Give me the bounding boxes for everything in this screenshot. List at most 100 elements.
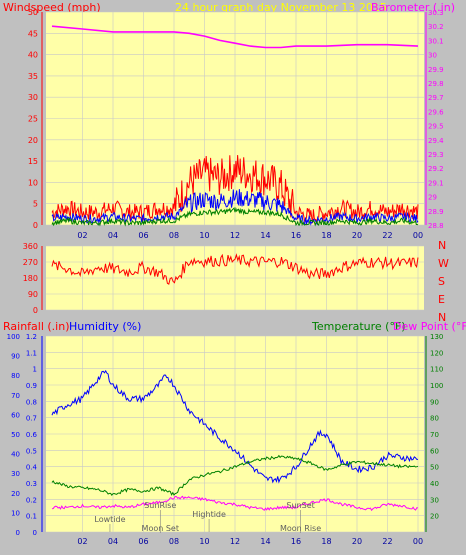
wind-axis-tick: 30 <box>28 93 38 102</box>
compass-label: N <box>438 239 446 252</box>
temp-x-tick: 08 <box>169 537 179 546</box>
wind-x-tick: 00 <box>413 231 423 240</box>
wind-x-tick: 22 <box>382 231 392 240</box>
temperature-series <box>51 454 419 497</box>
wind-axis-tick: 50 <box>28 8 38 17</box>
humidity-title: Humidity (%) <box>69 320 141 333</box>
barometer-series <box>51 25 419 49</box>
barometer-axis-tick: 29.8 <box>428 80 444 88</box>
temp-x-tick: 04 <box>108 537 118 546</box>
temp-x-tick: 12 <box>230 537 240 546</box>
wind-x-tick: 12 <box>230 231 240 240</box>
wind-x-tick: 02 <box>77 231 87 240</box>
wind-direction-series <box>51 253 419 285</box>
wind-gust-series <box>51 155 419 224</box>
humidity-axis-tick: 40 <box>11 451 20 459</box>
temperature-axis-tick: 130 <box>430 333 443 341</box>
direction-axis-tick: 0 <box>33 306 38 315</box>
barometer-axis-tick: 29.2 <box>428 165 444 173</box>
rain-axis-tick: 0.6 <box>26 431 38 439</box>
wind-x-tick: 16 <box>291 231 301 240</box>
event-label: SunRise <box>144 501 176 510</box>
humidity-series <box>51 369 418 484</box>
rainfall-title: Rainfall (.in) <box>3 320 70 333</box>
wind-axis-tick: 35 <box>28 72 38 81</box>
rain-axis-tick: 0.4 <box>26 464 38 472</box>
dewpoint-title: Dew Point (°F) <box>393 320 466 333</box>
humidity-axis-tick: 20 <box>11 490 20 498</box>
rain-axis-tick: 0.8 <box>26 398 37 406</box>
barometer-axis-tick: 29 <box>428 194 437 202</box>
wind-x-tick: 20 <box>352 231 362 240</box>
temperature-axis-tick: 50 <box>430 464 439 472</box>
wind-x-tick: 08 <box>169 231 179 240</box>
humidity-axis-tick: 70 <box>11 392 20 400</box>
rain-axis-tick: 1.2 <box>26 333 37 341</box>
event-label: Hightide <box>192 510 226 519</box>
temp-x-tick: 06 <box>138 537 148 546</box>
compass-label: N <box>438 311 446 324</box>
wind-x-tick: 14 <box>260 231 270 240</box>
wind-axis-tick: 10 <box>28 178 38 187</box>
temperature-axis-tick: 80 <box>430 415 439 423</box>
rain-axis-tick: 0 <box>33 529 37 537</box>
rain-axis-tick: 1.1 <box>26 349 37 357</box>
compass-label: W <box>438 257 449 270</box>
direction-axis-tick: 360 <box>23 242 38 251</box>
wind-x-tick: 18 <box>321 231 331 240</box>
barometer-axis-tick: 29.7 <box>428 94 444 102</box>
temperature-axis-tick: 30 <box>430 496 439 504</box>
barometer-axis-tick: 30.2 <box>428 23 444 31</box>
temperature-axis-tick: 120 <box>430 349 443 357</box>
barometer-title: Barometer (.in) <box>371 1 455 14</box>
dewpoint-series <box>51 495 419 512</box>
humidity-axis-tick: 50 <box>11 431 20 439</box>
temperature-axis-tick: 90 <box>430 398 439 406</box>
wind-axis-tick: 25 <box>28 115 38 124</box>
temp-x-tick: 22 <box>382 537 392 546</box>
wind-axis-tick: 20 <box>28 136 38 145</box>
temperature-title: Temperature (°F) <box>311 320 406 333</box>
wind-x-tick: 04 <box>108 231 118 240</box>
temperature-axis-tick: 40 <box>430 480 439 488</box>
event-label: Lowtide <box>94 515 125 524</box>
barometer-axis-tick: 30.3 <box>428 9 444 17</box>
barometer-axis-tick: 29.9 <box>428 66 444 74</box>
humidity-axis-tick: 100 <box>7 333 20 341</box>
wind-axis-tick: 45 <box>28 29 38 38</box>
event-label: Moon Set <box>142 524 179 533</box>
barometer-axis-tick: 29.5 <box>428 123 444 131</box>
barometer-axis-tick: 29.3 <box>428 151 444 159</box>
barometer-axis-tick: 28.9 <box>428 208 444 216</box>
rain-axis-tick: 0.3 <box>26 480 37 488</box>
event-label: Moon Rise <box>280 524 321 533</box>
wind-axis-tick: 0 <box>33 221 38 230</box>
direction-axis-tick: 270 <box>23 258 38 267</box>
wind-x-tick: 06 <box>138 231 148 240</box>
wind-axis-tick: 15 <box>28 157 38 166</box>
temp-x-tick: 02 <box>77 537 87 546</box>
barometer-axis-tick: 30.1 <box>428 37 444 45</box>
barometer-axis-tick: 29.1 <box>428 179 444 187</box>
temperature-axis-tick: 70 <box>430 431 439 439</box>
humidity-axis-tick: 0 <box>16 529 20 537</box>
wind-axis-tick: 40 <box>28 51 38 60</box>
humidity-axis-tick: 90 <box>11 353 20 361</box>
temperature-axis-tick: 110 <box>430 366 443 374</box>
temp-x-tick: 10 <box>199 537 209 546</box>
rain-axis-tick: 0.9 <box>26 382 37 390</box>
graph-date-title: 24 hour graph day November 13 2015 <box>175 1 387 14</box>
temp-x-tick: 14 <box>260 537 270 546</box>
rain-axis-tick: 1 <box>33 366 37 374</box>
wind-average-series <box>51 206 419 227</box>
temp-x-tick: 16 <box>291 537 301 546</box>
wind-x-tick: 10 <box>199 231 209 240</box>
compass-label: E <box>438 293 445 306</box>
barometer-axis-tick: 30 <box>428 52 437 60</box>
event-label: SunSet <box>286 501 314 510</box>
temperature-axis-tick: 60 <box>430 447 439 455</box>
humidity-axis-tick: 80 <box>11 372 20 380</box>
windspeed-title: Windspeed (mph) <box>3 1 101 14</box>
barometer-axis-tick: 29.6 <box>428 108 444 116</box>
